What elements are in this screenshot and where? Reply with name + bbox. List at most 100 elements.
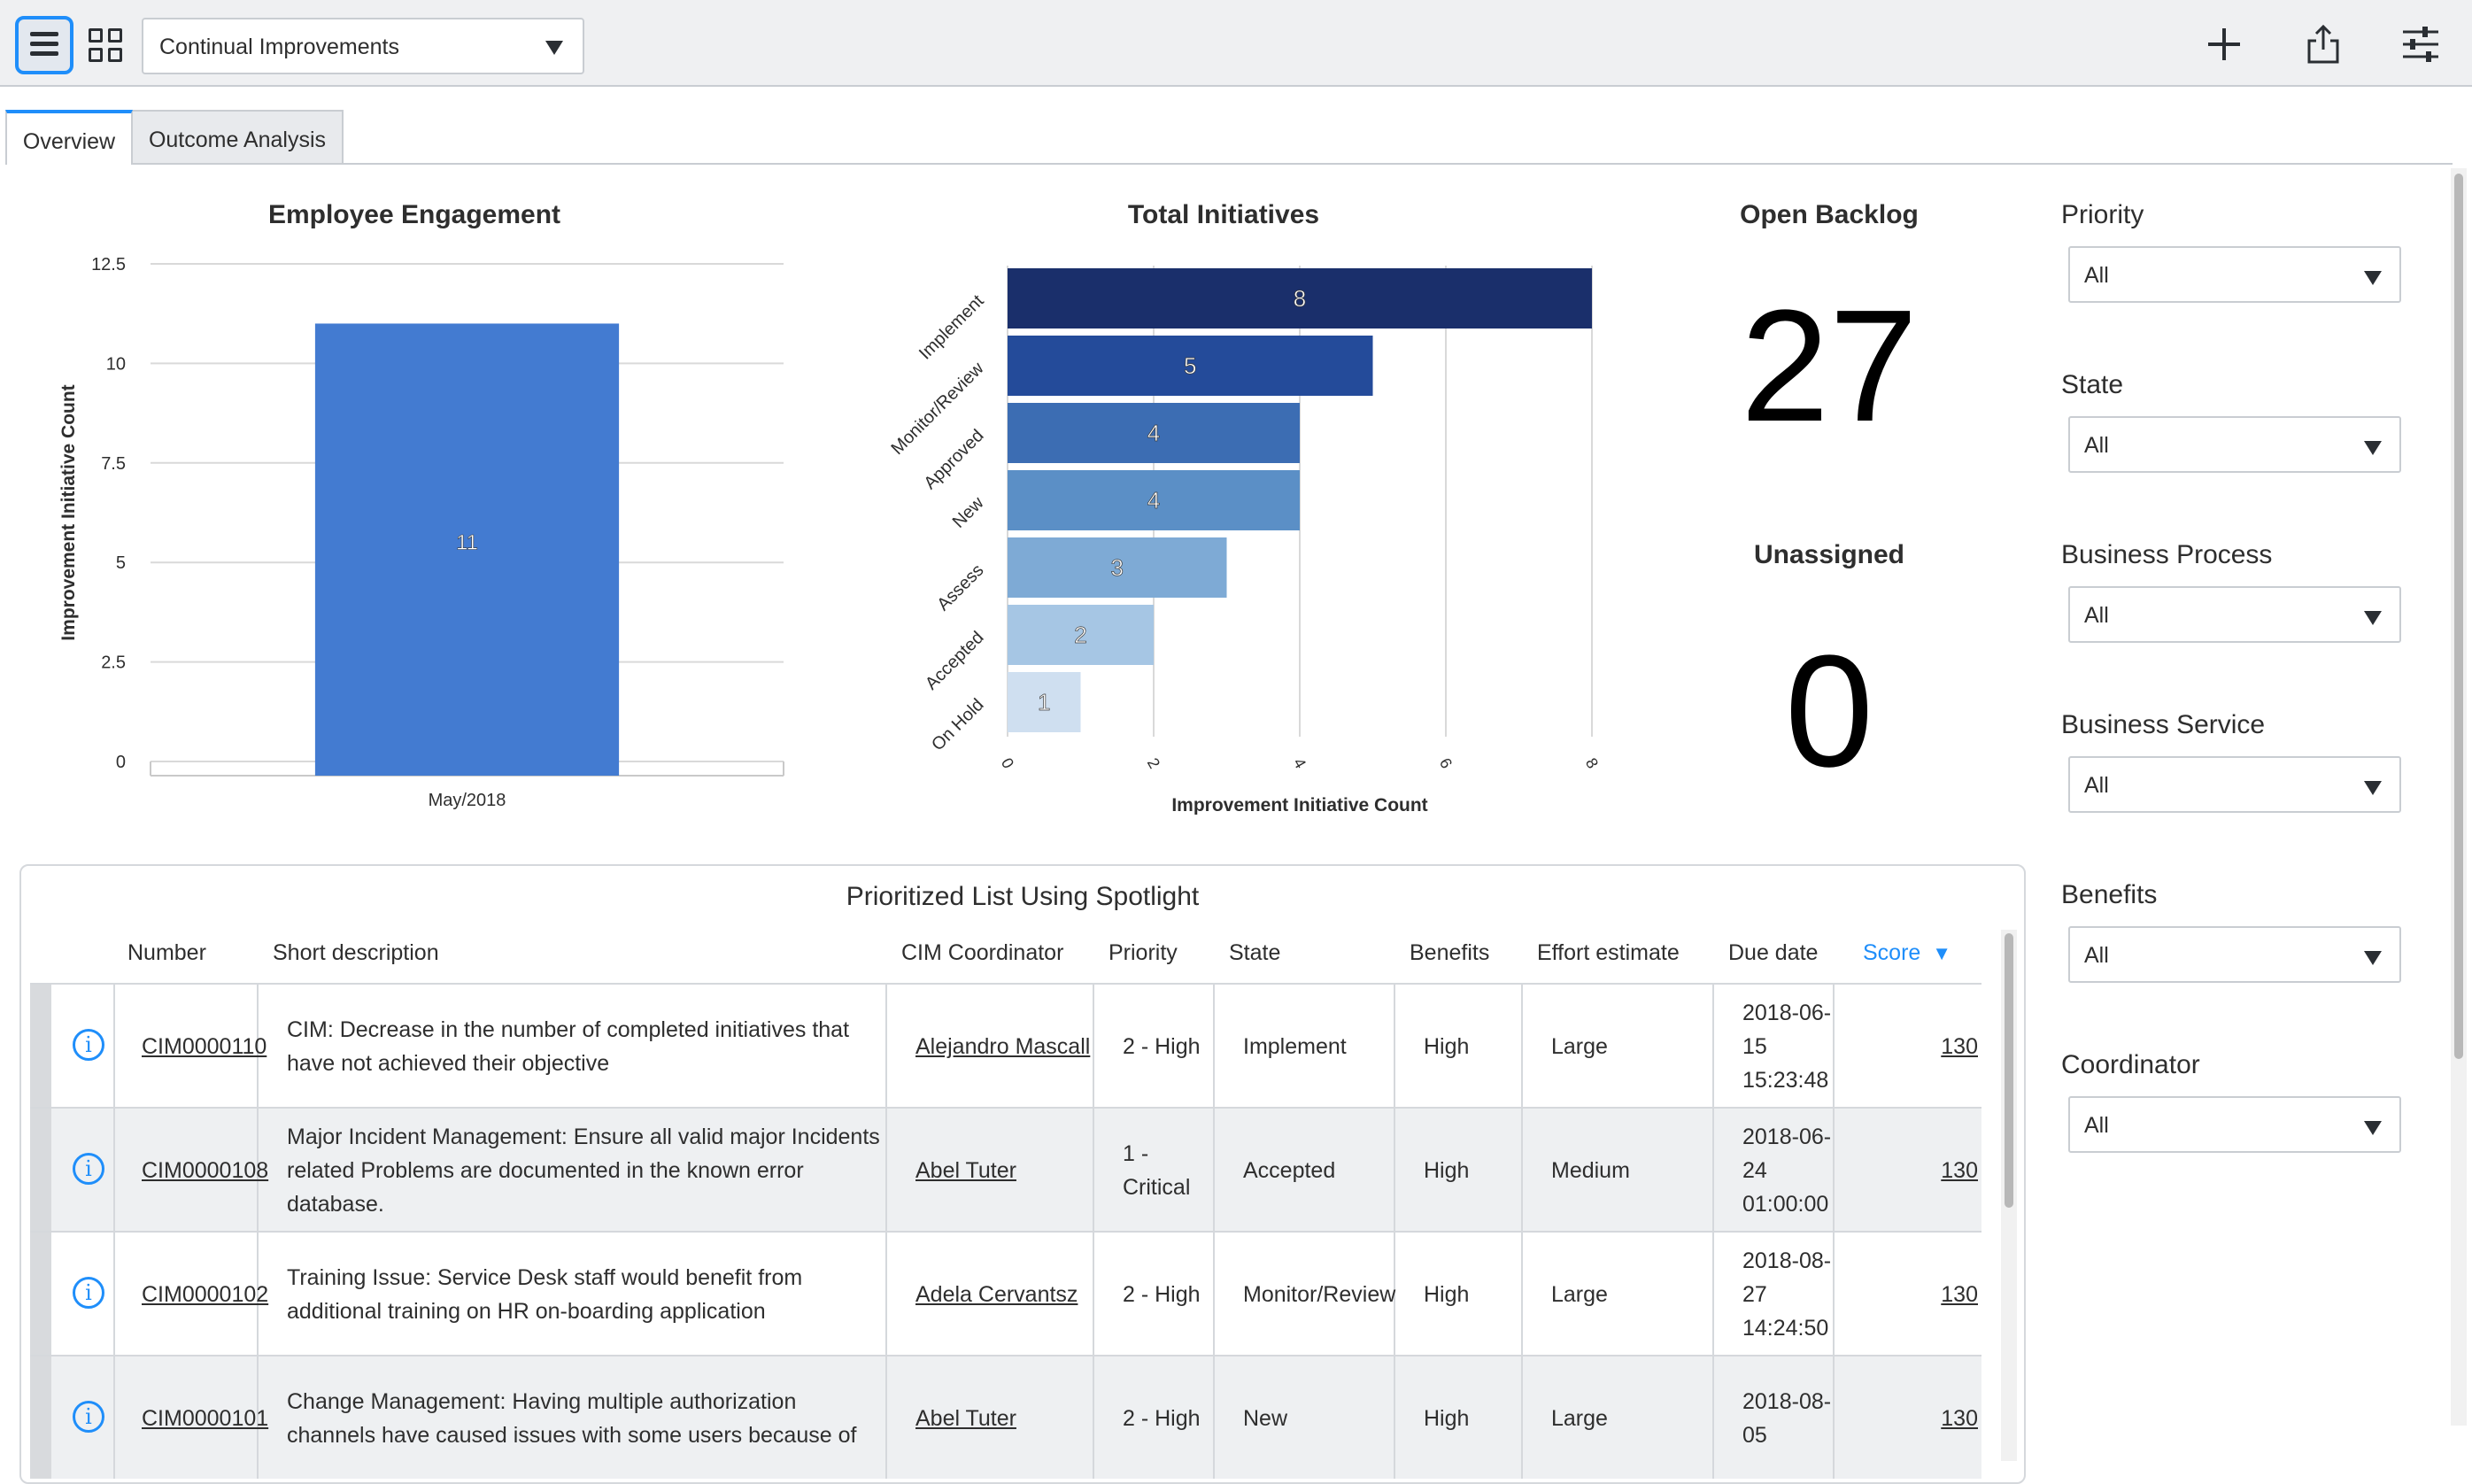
column-separator <box>1213 1233 1215 1355</box>
table-row[interactable]: i CIM0000110 CIM: Decrease in the number o… <box>30 983 1981 1107</box>
top-toolbar: Continual Improvements <box>0 0 2472 87</box>
column-separator <box>257 1233 259 1355</box>
priority-value-line: Critical <box>1123 1175 1191 1200</box>
page-scrollbar-thumb[interactable] <box>2454 174 2463 1059</box>
column-separator <box>1394 1356 1395 1479</box>
column-separator <box>1521 1356 1523 1479</box>
y-tick-label: 12.5 <box>91 255 126 274</box>
unassigned-value[interactable]: 0 <box>1784 622 1874 800</box>
bar <box>1008 537 1227 598</box>
column-priority[interactable]: Priority <box>1109 940 1178 965</box>
column-score[interactable]: Score ▼ <box>1863 940 1951 966</box>
column-separator <box>1833 1356 1835 1479</box>
bar-data-label: 4 <box>1147 487 1160 514</box>
column-cim-coordinator[interactable]: CIM Coordinator <box>901 940 1064 965</box>
dashboard-select[interactable]: Continual Improvements <box>142 18 584 74</box>
column-effort-estimate[interactable]: Effort estimate <box>1537 940 1680 965</box>
open-backlog-title: Open Backlog <box>1740 200 1919 229</box>
column-separator <box>1213 1109 1215 1231</box>
due-date-value-line: 2018-08- <box>1742 1248 1832 1273</box>
filter-benefits-select[interactable]: All <box>2068 926 2401 983</box>
state-value: Accepted <box>1243 1154 1335 1187</box>
bar-data-label: 11 <box>456 531 478 555</box>
hamburger-menu-icon[interactable] <box>15 16 73 74</box>
record-number-link[interactable]: CIM0000102 <box>142 1278 268 1311</box>
filter-business-process-select[interactable]: All <box>2068 586 2401 643</box>
filter-state-value: All <box>2084 433 2109 458</box>
column-separator <box>1093 1109 1094 1231</box>
short-description-line: database. <box>287 1192 384 1217</box>
sliders-icon[interactable] <box>2399 23 2442 66</box>
list-scrollbar[interactable] <box>2001 930 2017 1461</box>
column-benefits[interactable]: Benefits <box>1410 940 1490 965</box>
filter-priority-title: Priority <box>2061 200 2144 229</box>
tab-outcome-analysis[interactable]: Outcome Analysis <box>133 110 344 165</box>
coordinator-link-line[interactable]: Abel Tuter <box>915 1406 1016 1431</box>
filter-priority-select[interactable]: All <box>2068 246 2401 303</box>
coordinator-link[interactable]: Abel Tuter <box>915 1154 1016 1187</box>
record-number-link-line[interactable]: CIM0000102 <box>142 1282 269 1307</box>
short-description-line: additional training on HR on-boarding ap… <box>287 1299 766 1324</box>
y-tick-label: New <box>949 493 988 532</box>
total-initiatives-title: Total Initiatives <box>1127 200 1320 229</box>
coordinator-link-line[interactable]: Adela Cervantsz <box>915 1282 1078 1307</box>
record-number-link-line[interactable]: CIM0000108 <box>142 1158 269 1183</box>
page-scrollbar[interactable] <box>2451 168 2467 1426</box>
score-link[interactable]: 130 <box>1941 1406 1978 1431</box>
bar <box>1008 672 1081 732</box>
bar <box>1008 336 1373 396</box>
open-backlog-value[interactable]: 27 <box>1740 277 1919 455</box>
info-icon[interactable]: i <box>73 1153 104 1185</box>
column-short-description[interactable]: Short description <box>273 940 439 965</box>
record-number-link[interactable]: CIM0000110 <box>142 1030 267 1063</box>
share-icon[interactable] <box>2302 23 2345 66</box>
priority-value: 2 - High <box>1123 1030 1201 1063</box>
record-number-link-line[interactable]: CIM0000110 <box>142 1034 267 1059</box>
coordinator-link-line[interactable]: Abel Tuter <box>915 1158 1016 1183</box>
due-date-value: 2018-06- 24 01:00:00 <box>1742 1120 1831 1221</box>
sort-descending-icon: ▼ <box>1932 942 1952 964</box>
info-icon[interactable]: i <box>73 1401 104 1433</box>
table-row[interactable]: i CIM0000108 Major Incident Management: En… <box>30 1107 1981 1231</box>
bar-data-label: 5 <box>1184 352 1196 379</box>
score-link[interactable]: 130 <box>1941 1282 1978 1307</box>
coordinator-link[interactable]: Alejandro Mascall <box>915 1030 1090 1063</box>
filter-state-select[interactable]: All <box>2068 416 2401 473</box>
column-separator <box>1712 1356 1714 1479</box>
table-row[interactable]: i CIM0000102 Training Issue: Service Desk … <box>30 1231 1981 1355</box>
column-separator <box>1394 985 1395 1107</box>
filter-coordinator-select[interactable]: All <box>2068 1096 2401 1153</box>
due-date-value: 2018-08- 27 14:24:50 <box>1742 1244 1831 1345</box>
column-due-date[interactable]: Due date <box>1728 940 1819 965</box>
column-number[interactable]: Number <box>127 940 206 965</box>
benefits-value: High <box>1424 1402 1469 1435</box>
priority-value: 1 - Critical <box>1123 1137 1190 1204</box>
table-row[interactable]: i CIM0000101 Change Management: Having mul… <box>30 1355 1981 1479</box>
due-date-value-line: 15:23:48 <box>1742 1068 1829 1093</box>
coordinator-link[interactable]: Adela Cervantsz <box>915 1278 1078 1311</box>
tab-overview[interactable]: Overview <box>5 110 133 165</box>
column-separator <box>885 1356 887 1479</box>
due-date-value: 2018-08- 05 <box>1742 1385 1831 1452</box>
grid-layout-icon[interactable] <box>89 28 124 64</box>
record-number-link-line[interactable]: CIM0000101 <box>142 1406 269 1431</box>
bar-data-label: 1 <box>1038 689 1050 715</box>
plus-icon[interactable] <box>2203 23 2245 66</box>
score-link[interactable]: 130 <box>1941 1158 1978 1183</box>
coordinator-link[interactable]: Abel Tuter <box>915 1402 1016 1435</box>
list-scrollbar-thumb[interactable] <box>2005 933 2013 1208</box>
record-number-link[interactable]: CIM0000101 <box>142 1402 268 1435</box>
column-state[interactable]: State <box>1229 940 1281 965</box>
info-icon[interactable]: i <box>73 1277 104 1309</box>
x-tick-label: 2 <box>1144 755 1163 772</box>
filter-business-process-value: All <box>2084 603 2109 628</box>
record-number-link[interactable]: CIM0000108 <box>142 1154 268 1187</box>
filter-business-service-select[interactable]: All <box>2068 756 2401 813</box>
coordinator-link-line[interactable]: Alejandro Mascall <box>915 1034 1091 1059</box>
info-icon[interactable]: i <box>73 1029 104 1061</box>
effort-value-line: Medium <box>1551 1158 1630 1183</box>
due-date-value-line: 24 <box>1742 1158 1767 1183</box>
column-separator <box>885 1109 887 1231</box>
score-link[interactable]: 130 <box>1941 1034 1978 1059</box>
